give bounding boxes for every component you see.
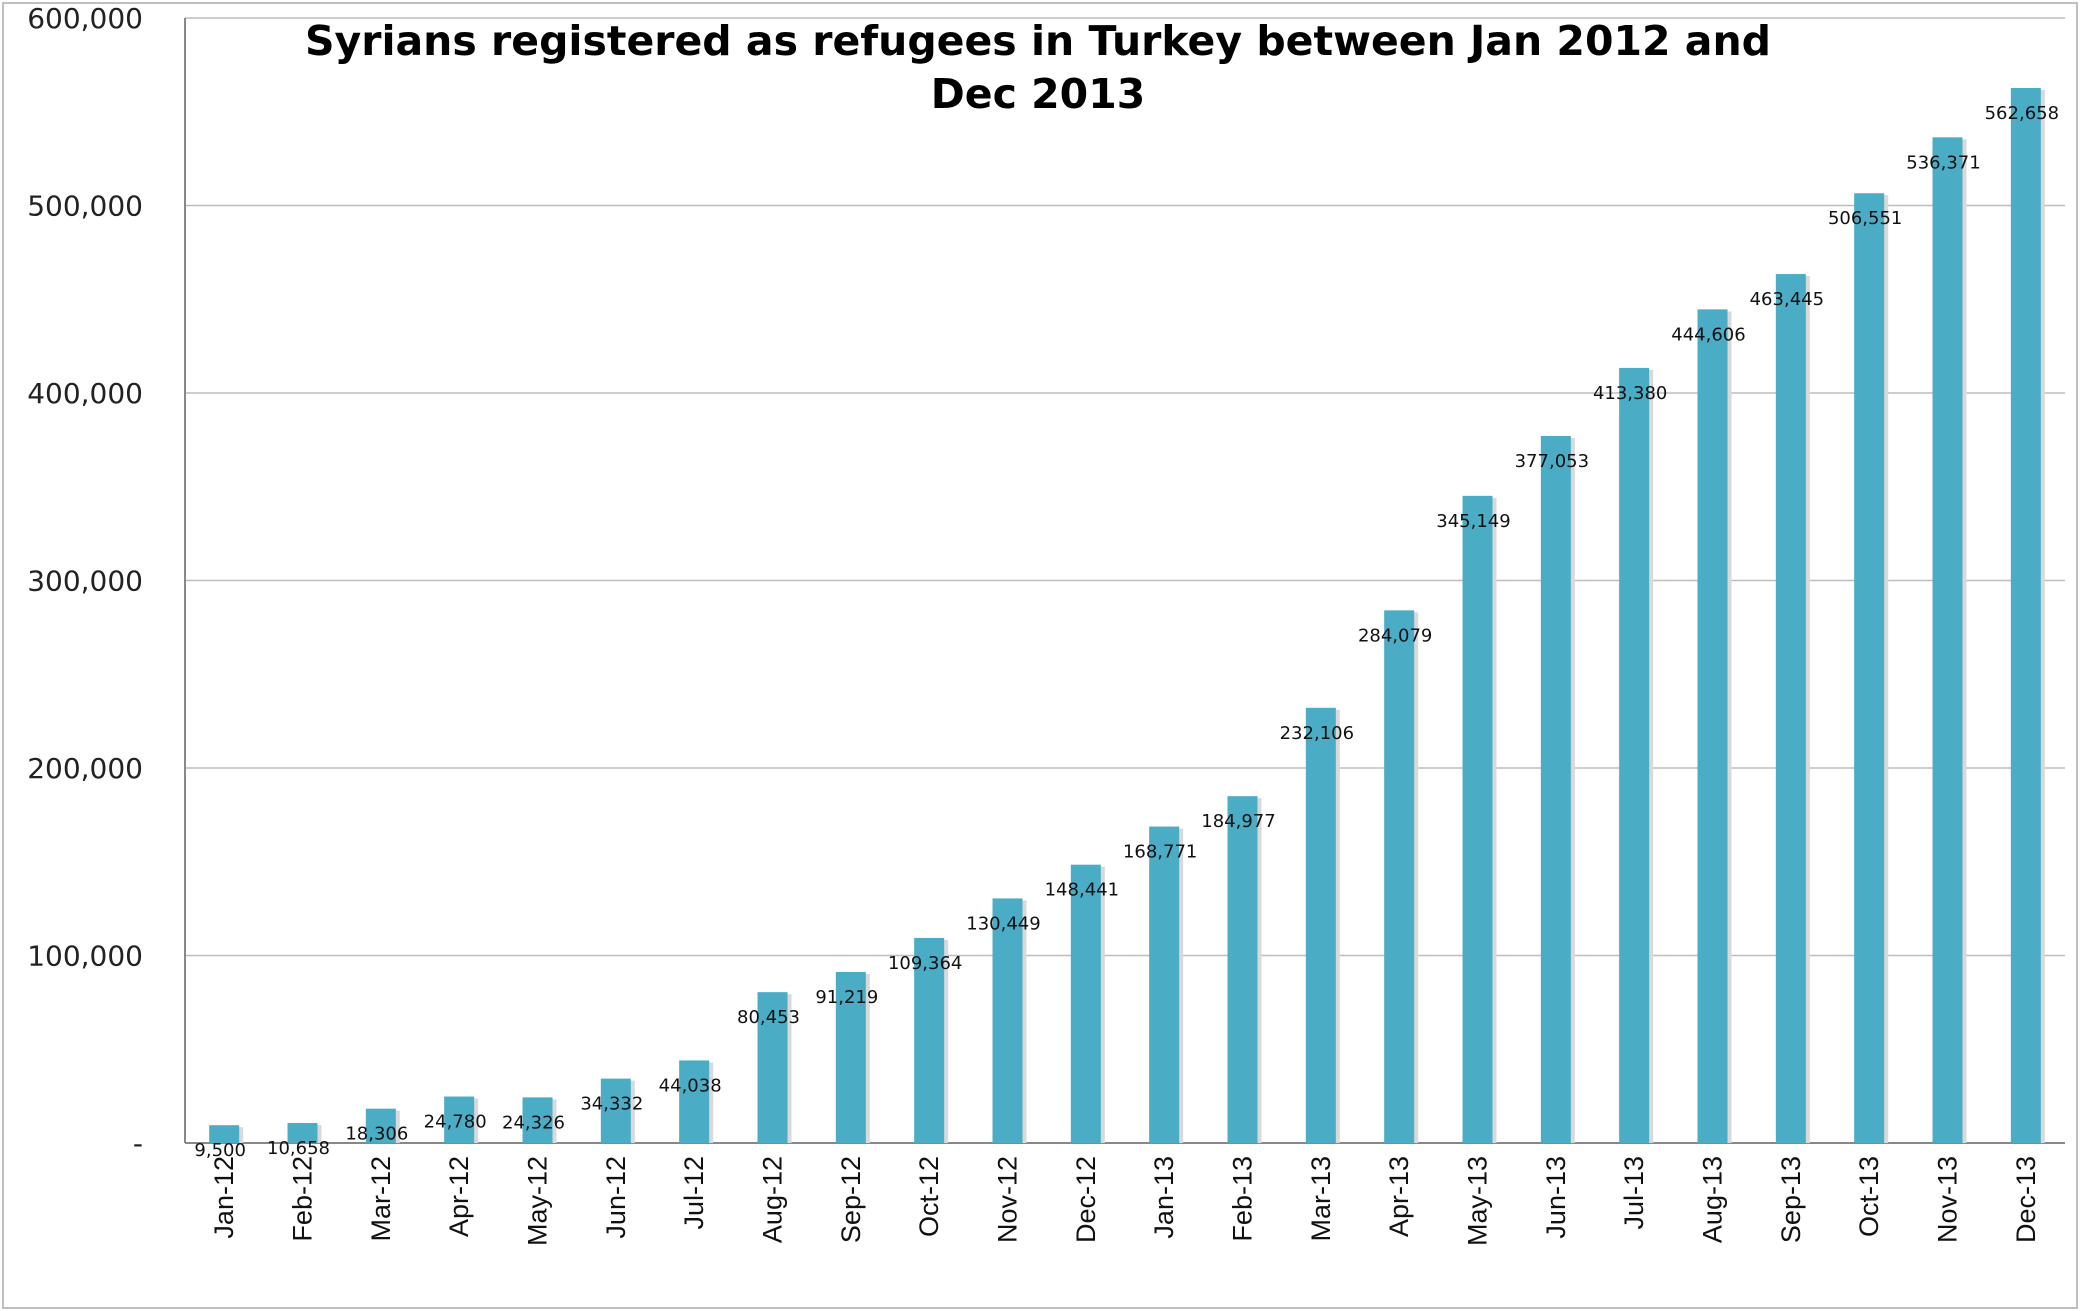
chart-title-line-2: Dec 2013 — [931, 70, 1146, 118]
data-label: 34,332 — [580, 1094, 643, 1115]
x-tick-label: Jan-13 — [1149, 1156, 1179, 1239]
bar — [1384, 610, 1415, 1143]
data-label: 44,038 — [659, 1075, 722, 1096]
data-label: 377,053 — [1515, 451, 1589, 472]
bar — [1462, 495, 1493, 1144]
bar — [1149, 826, 1180, 1143]
x-tick-label: Mar-12 — [366, 1156, 396, 1242]
bar — [835, 971, 866, 1143]
x-tick-label: Nov-13 — [1933, 1156, 1963, 1243]
data-label: 232,106 — [1280, 723, 1354, 744]
data-label: 506,551 — [1828, 208, 1902, 229]
bar — [1619, 367, 1650, 1144]
x-tick-label: Aug-12 — [758, 1156, 788, 1243]
y-tick-label: 600,000 — [27, 2, 143, 35]
data-label: 444,606 — [1671, 324, 1745, 345]
y-tick-label: - — [133, 1127, 143, 1160]
data-label: 148,441 — [1045, 880, 1119, 901]
bar — [209, 1125, 240, 1143]
bar — [1227, 796, 1258, 1143]
x-tick-label: Aug-13 — [1698, 1156, 1728, 1243]
data-label: 413,380 — [1593, 383, 1667, 404]
bars — [209, 88, 2045, 1144]
data-label: 24,326 — [502, 1112, 565, 1133]
bar — [1932, 137, 1963, 1143]
data-label: 24,780 — [424, 1112, 487, 1133]
x-tick-label: Mar-13 — [1306, 1156, 1336, 1242]
y-axis-ticks: - 100,000 200,000 300,000 400,000 500,000 600,… — [27, 2, 143, 1160]
bar — [992, 898, 1023, 1143]
data-label: 9,500 — [194, 1140, 246, 1161]
bar — [287, 1123, 318, 1143]
y-tick-label: 200,000 — [27, 752, 143, 785]
x-tick-label: May-12 — [523, 1156, 553, 1246]
bar — [1070, 864, 1101, 1143]
x-tick-label: Oct-13 — [1854, 1156, 1884, 1237]
data-label: 91,219 — [815, 987, 878, 1008]
bar — [1697, 309, 1728, 1143]
y-tick-label: 300,000 — [27, 565, 143, 598]
x-tick-label: Oct-12 — [914, 1156, 944, 1237]
x-tick-label: Jun-12 — [601, 1156, 631, 1239]
y-tick-label: 400,000 — [27, 377, 143, 410]
x-tick-label: Jul-13 — [1619, 1156, 1649, 1230]
bar — [1775, 274, 1806, 1143]
bar — [2010, 88, 2041, 1144]
chart-title-line-1: Syrians registered as refugees in Turkey… — [305, 17, 1771, 65]
gridlines — [185, 17, 2065, 957]
bar — [522, 1097, 553, 1143]
x-tick-label: Sep-12 — [836, 1156, 866, 1243]
bar — [679, 1060, 710, 1143]
data-label: 463,445 — [1750, 289, 1824, 310]
x-tick-label: Dec-12 — [1071, 1156, 1101, 1243]
data-label: 284,079 — [1358, 625, 1432, 646]
data-label: 10,658 — [267, 1138, 330, 1159]
bar — [600, 1078, 631, 1143]
data-label: 562,658 — [1985, 103, 2059, 124]
x-axis-ticks: Jan-12 Feb-12 Mar-12 Apr-12 May-12 Jun-12 Jul-… — [209, 1156, 2041, 1246]
data-label: 184,977 — [1201, 811, 1275, 832]
x-tick-label: Nov-12 — [993, 1156, 1023, 1243]
data-label: 18,306 — [345, 1124, 408, 1145]
x-tick-label: Jul-12 — [679, 1156, 709, 1230]
bar — [1305, 707, 1336, 1143]
data-label: 345,149 — [1436, 511, 1510, 532]
data-label: 130,449 — [966, 913, 1040, 934]
x-tick-label: Dec-13 — [2011, 1156, 2041, 1243]
y-tick-label: 100,000 — [27, 940, 143, 973]
x-tick-label: Feb-12 — [288, 1156, 318, 1242]
data-label: 80,453 — [737, 1007, 800, 1028]
y-tick-label: 500,000 — [27, 190, 143, 223]
x-tick-label: Apr-12 — [444, 1156, 474, 1237]
bar — [914, 937, 945, 1143]
bar — [365, 1108, 396, 1143]
x-tick-label: Apr-13 — [1384, 1156, 1414, 1237]
data-label: 109,364 — [888, 953, 962, 974]
data-labels: 9,500 10,658 18,306 24,780 24,326 34,332 44,03… — [194, 103, 2059, 1161]
x-tick-label: Feb-13 — [1228, 1156, 1258, 1242]
bar — [757, 992, 788, 1143]
bar — [1540, 436, 1571, 1143]
bar — [1854, 193, 1885, 1144]
bar — [444, 1096, 475, 1143]
x-tick-label: Jun-13 — [1541, 1156, 1571, 1239]
x-tick-label: Sep-13 — [1776, 1156, 1806, 1243]
data-label: 536,371 — [1906, 152, 1980, 173]
x-tick-label: May-13 — [1463, 1156, 1493, 1246]
data-label: 168,771 — [1123, 842, 1197, 863]
x-tick-label: Jan-12 — [209, 1156, 239, 1239]
